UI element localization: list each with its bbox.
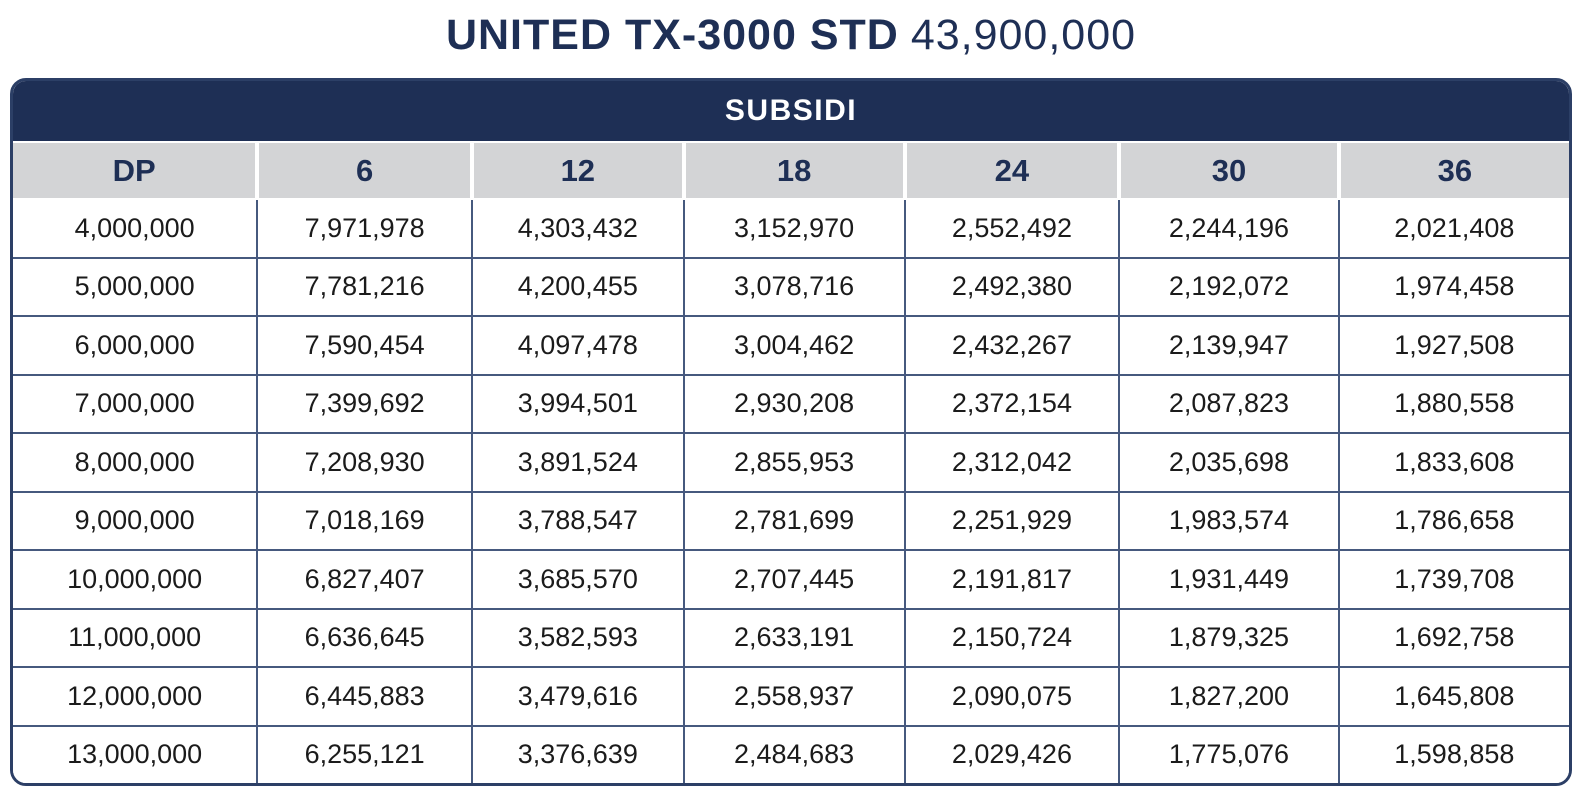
installment-cell: 7,018,169 bbox=[256, 490, 473, 551]
installment-cell: 6,827,407 bbox=[256, 549, 473, 610]
installment-cell: 3,376,639 bbox=[471, 724, 685, 783]
table-row: 7,000,000 7,399,692 3,994,501 2,930,208 2,37… bbox=[13, 373, 1569, 434]
column-header-30: 30 bbox=[1117, 141, 1339, 200]
installment-cell: 1,645,808 bbox=[1337, 666, 1569, 727]
installment-cell: 2,192,072 bbox=[1118, 256, 1340, 317]
column-header-12: 12 bbox=[470, 141, 684, 200]
dp-cell: 12,000,000 bbox=[13, 666, 259, 727]
dp-cell: 11,000,000 bbox=[13, 607, 259, 668]
dp-cell: 13,000,000 bbox=[13, 724, 259, 783]
table-row: 13,000,000 6,255,121 3,376,639 2,484,683 2,0… bbox=[13, 724, 1569, 783]
installment-cell: 4,303,432 bbox=[471, 199, 685, 259]
installment-cell: 2,707,445 bbox=[682, 549, 906, 610]
column-header-6: 6 bbox=[255, 141, 472, 200]
table-row: 12,000,000 6,445,883 3,479,616 2,558,937 2,0… bbox=[13, 666, 1569, 727]
installment-cell: 6,255,121 bbox=[256, 724, 473, 783]
installment-cell: 4,097,478 bbox=[471, 315, 685, 376]
table-row: 10,000,000 6,827,407 3,685,570 2,707,445 2,1… bbox=[13, 549, 1569, 610]
installment-cell: 1,786,658 bbox=[1337, 490, 1569, 551]
dp-cell: 10,000,000 bbox=[13, 549, 259, 610]
installment-cell: 1,974,458 bbox=[1337, 256, 1569, 317]
table-row: 9,000,000 7,018,169 3,788,547 2,781,699 2,25… bbox=[13, 490, 1569, 551]
installment-cell: 2,855,953 bbox=[682, 432, 906, 493]
model-name: UNITED TX-3000 STD bbox=[445, 11, 899, 59]
column-header-row: DP 6 12 18 24 30 36 bbox=[13, 141, 1569, 200]
installment-cell: 2,432,267 bbox=[903, 315, 1121, 376]
installment-cell: 6,445,883 bbox=[256, 666, 473, 727]
table-row: 5,000,000 7,781,216 4,200,455 3,078,716 2,49… bbox=[13, 256, 1569, 317]
installment-cell: 3,891,524 bbox=[471, 432, 685, 493]
table-row: 6,000,000 7,590,454 4,097,478 3,004,462 2,43… bbox=[13, 315, 1569, 376]
column-header-18: 18 bbox=[681, 141, 905, 200]
table-row: 4,000,000 7,971,978 4,303,432 3,152,970 2,55… bbox=[13, 199, 1569, 259]
table-row: 11,000,000 6,636,645 3,582,593 2,633,191 2,1… bbox=[13, 607, 1569, 668]
installment-cell: 1,692,758 bbox=[1337, 607, 1569, 668]
table-row: 8,000,000 7,208,930 3,891,524 2,855,953 2,31… bbox=[13, 432, 1569, 493]
installment-cell: 7,781,216 bbox=[256, 256, 473, 317]
column-header-36: 36 bbox=[1336, 141, 1569, 200]
page-title: UNITED TX-3000 STD 43,900,000 bbox=[0, 0, 1582, 72]
installment-cell: 1,927,508 bbox=[1337, 315, 1569, 376]
dp-cell: 7,000,000 bbox=[13, 373, 259, 434]
dp-cell: 8,000,000 bbox=[13, 432, 259, 493]
dp-cell: 6,000,000 bbox=[13, 315, 259, 376]
price-table-panel: SUBSIDI DP 6 12 18 24 30 36 bbox=[10, 78, 1572, 786]
installment-cell: 2,251,929 bbox=[903, 490, 1121, 551]
installment-cell: 2,930,208 bbox=[682, 373, 906, 434]
table-section-header: SUBSIDI bbox=[13, 81, 1569, 141]
installment-cell: 3,582,593 bbox=[471, 607, 685, 668]
installment-cell: 1,983,574 bbox=[1118, 490, 1340, 551]
dp-cell: 4,000,000 bbox=[13, 199, 259, 259]
installment-cell: 2,244,196 bbox=[1118, 199, 1340, 259]
installment-cell: 2,372,154 bbox=[903, 373, 1121, 434]
installment-cell: 2,312,042 bbox=[903, 432, 1121, 493]
installment-cell: 1,739,708 bbox=[1337, 549, 1569, 610]
installment-cell: 2,029,426 bbox=[903, 724, 1121, 783]
installment-cell: 1,833,608 bbox=[1337, 432, 1569, 493]
installment-cell: 2,150,724 bbox=[903, 607, 1121, 668]
installment-cell: 4,200,455 bbox=[471, 256, 685, 317]
column-header-24: 24 bbox=[902, 141, 1120, 200]
installment-cell: 2,139,947 bbox=[1118, 315, 1340, 376]
installment-cell: 3,685,570 bbox=[471, 549, 685, 610]
installment-cell: 3,479,616 bbox=[471, 666, 685, 727]
installment-cell: 2,087,823 bbox=[1118, 373, 1340, 434]
model-price: 43,900,000 bbox=[910, 11, 1137, 59]
installment-cell: 3,078,716 bbox=[682, 256, 906, 317]
installment-cell: 3,994,501 bbox=[471, 373, 685, 434]
installment-cell: 3,152,970 bbox=[682, 199, 906, 259]
table-body: 4,000,000 7,971,978 4,303,432 3,152,970 2,55… bbox=[13, 199, 1569, 783]
installment-cell: 1,880,558 bbox=[1337, 373, 1569, 434]
installment-cell: 7,590,454 bbox=[256, 315, 473, 376]
dp-cell: 9,000,000 bbox=[13, 490, 259, 551]
installment-cell: 3,788,547 bbox=[471, 490, 685, 551]
installment-cell: 7,971,978 bbox=[256, 199, 473, 259]
installment-cell: 2,484,683 bbox=[682, 724, 906, 783]
column-header-dp: DP bbox=[13, 141, 258, 200]
dp-cell: 5,000,000 bbox=[13, 256, 259, 317]
installment-cell: 2,090,075 bbox=[903, 666, 1121, 727]
installment-cell: 1,879,325 bbox=[1118, 607, 1340, 668]
installment-cell: 2,021,408 bbox=[1337, 199, 1569, 259]
installment-cell: 1,931,449 bbox=[1118, 549, 1340, 610]
installment-cell: 2,633,191 bbox=[682, 607, 906, 668]
installment-cell: 2,558,937 bbox=[682, 666, 906, 727]
installment-cell: 1,598,858 bbox=[1337, 724, 1569, 783]
installment-cell: 2,552,492 bbox=[903, 199, 1121, 259]
installment-cell: 2,191,817 bbox=[903, 549, 1121, 610]
installment-cell: 2,781,699 bbox=[682, 490, 906, 551]
installment-cell: 6,636,645 bbox=[256, 607, 473, 668]
installment-cell: 7,399,692 bbox=[256, 373, 473, 434]
installment-cell: 1,775,076 bbox=[1118, 724, 1340, 783]
installment-cell: 2,492,380 bbox=[903, 256, 1121, 317]
installment-cell: 2,035,698 bbox=[1118, 432, 1340, 493]
subsidi-installment-table: DP 6 12 18 24 30 36 4,000,000 7,971,978 4,… bbox=[13, 141, 1569, 783]
installment-cell: 1,827,200 bbox=[1118, 666, 1340, 727]
installment-cell: 3,004,462 bbox=[682, 315, 906, 376]
installment-cell: 7,208,930 bbox=[256, 432, 473, 493]
